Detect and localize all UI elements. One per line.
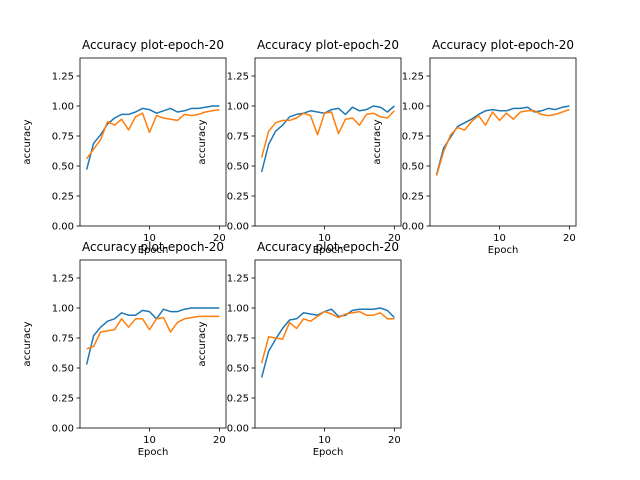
y-tick-label: 0.25 <box>227 394 249 405</box>
axes-frame <box>254 57 402 227</box>
x-tick-label: 10 <box>493 233 506 244</box>
subplot-title: Accuracy plot-epoch-20 <box>82 38 224 52</box>
y-tick-label: 1.25 <box>52 72 74 83</box>
y-tick-label: 1.00 <box>227 304 249 315</box>
y-tick-label: 1.00 <box>402 102 424 113</box>
x-axis-label: Epoch <box>488 245 519 256</box>
y-tick-label: 1.25 <box>227 72 249 83</box>
series-line-1 <box>260 307 395 378</box>
y-tick-label: 1.25 <box>52 274 74 285</box>
y-tick-label: 0.00 <box>52 222 74 233</box>
axes-frame <box>79 259 227 429</box>
x-tick-label: 20 <box>388 435 401 446</box>
y-tick-label: 0.50 <box>227 364 249 375</box>
subplot-5: 0.00 0.25 0.50 0.75 1.00 1.25 10 20 Epoch accurac… <box>197 240 402 458</box>
y-tick-label: 0.00 <box>227 424 249 435</box>
axes-frame <box>79 57 227 227</box>
subplot-3: 0.00 0.25 0.50 0.75 1.00 1.25 10 20 Epoch accurac… <box>372 38 577 256</box>
y-tick-label: 0.00 <box>227 222 249 233</box>
axes-frame <box>254 259 402 429</box>
x-tick-label: 20 <box>388 233 401 244</box>
y-tick-label: 0.50 <box>402 162 424 173</box>
y-tick-label: 1.25 <box>402 72 424 83</box>
y-tick-label: 0.00 <box>52 424 74 435</box>
series-line-2 <box>435 108 570 176</box>
subplot-title: Accuracy plot-epoch-20 <box>432 38 574 52</box>
y-tick-label: 0.75 <box>227 334 249 345</box>
y-tick-label: 0.50 <box>52 162 74 173</box>
x-tick-label: 20 <box>213 435 226 446</box>
series-line-1 <box>435 105 570 175</box>
y-tick-label: 0.00 <box>402 222 424 233</box>
y-tick-label: 0.75 <box>52 334 74 345</box>
x-tick-label: 20 <box>563 233 576 244</box>
y-tick-label: 0.50 <box>52 364 74 375</box>
y-tick-label: 1.00 <box>227 102 249 113</box>
x-tick-label: 10 <box>318 435 331 446</box>
subplot-title: Accuracy plot-epoch-20 <box>82 240 224 254</box>
y-tick-label: 0.25 <box>402 192 424 203</box>
y-tick-label: 0.50 <box>227 162 249 173</box>
y-tick-label: 1.00 <box>52 102 74 113</box>
y-axis-label: accuracy <box>372 119 383 164</box>
y-tick-label: 1.00 <box>52 304 74 315</box>
subplot-2: 0.00 0.25 0.50 0.75 1.00 1.25 10 20 Epoch accurac… <box>197 38 402 256</box>
y-tick-label: 0.75 <box>227 132 249 143</box>
series-line-1 <box>260 105 395 173</box>
series-line-2 <box>86 315 220 350</box>
series-line-1 <box>85 307 220 365</box>
x-tick-label: 20 <box>213 233 226 244</box>
x-axis-label: Epoch <box>313 245 344 256</box>
y-tick-label: 0.25 <box>227 192 249 203</box>
y-tick-label: 0.25 <box>52 394 74 405</box>
y-axis-label: accuracy <box>22 119 33 164</box>
x-axis-label: Epoch <box>313 447 344 458</box>
series-line-2 <box>260 310 395 364</box>
y-axis-label: accuracy <box>197 321 208 366</box>
subplot-1: 0.00 0.25 0.50 0.75 1.00 1.25 10 20 Epoch accurac… <box>22 38 227 256</box>
x-tick-label: 10 <box>143 435 156 446</box>
x-tick-label: 10 <box>143 233 156 244</box>
y-tick-label: 0.75 <box>402 132 424 143</box>
y-tick-label: 0.25 <box>52 192 74 203</box>
subplot-title: Accuracy plot-epoch-20 <box>257 38 399 52</box>
x-axis-label: Epoch <box>138 245 169 256</box>
y-tick-label: 0.75 <box>52 132 74 143</box>
y-axis-label: accuracy <box>22 321 33 366</box>
y-axis-label: accuracy <box>197 119 208 164</box>
x-axis-label: Epoch <box>138 447 169 458</box>
series-line-2 <box>86 108 220 160</box>
subplot-4: 0.00 0.25 0.50 0.75 1.00 1.25 10 20 Epoch accurac… <box>22 240 227 458</box>
axes-frame <box>429 57 577 227</box>
series-line-2 <box>260 110 395 158</box>
y-tick-label: 1.25 <box>227 274 249 285</box>
x-tick-label: 10 <box>318 233 331 244</box>
subplot-title: Accuracy plot-epoch-20 <box>257 240 399 254</box>
